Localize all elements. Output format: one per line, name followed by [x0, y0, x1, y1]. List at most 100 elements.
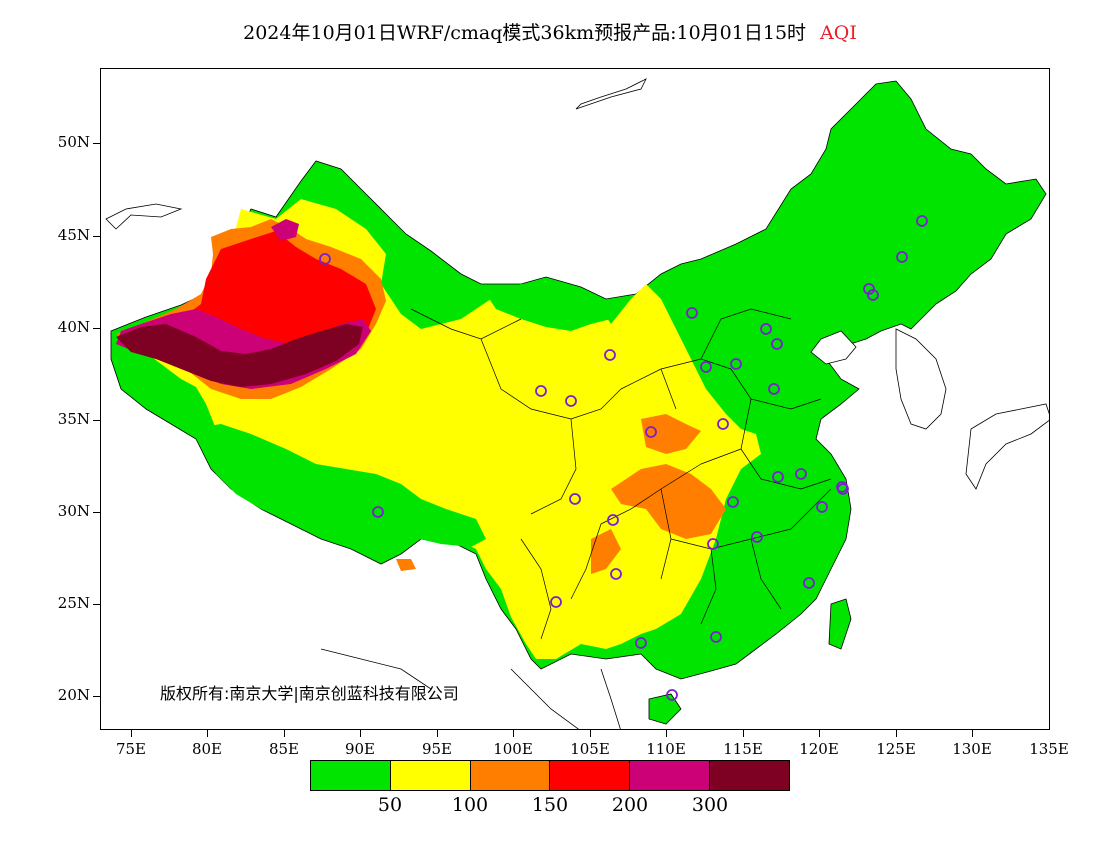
lon-tick [131, 730, 132, 737]
station-marker [803, 577, 815, 589]
station-marker [760, 323, 772, 335]
station-marker [604, 349, 616, 361]
aqi-hazardous-region [116, 324, 363, 387]
station-marker [795, 468, 807, 480]
lon-tick [972, 730, 973, 737]
lon-label-130e: 130E [952, 740, 992, 758]
lon-tick [513, 730, 514, 737]
lon-label-110e: 110E [646, 740, 686, 758]
station-marker [535, 385, 547, 397]
lon-tick [743, 730, 744, 737]
lon-tick [207, 730, 208, 737]
station-markers [319, 215, 928, 701]
lon-label-90e: 90E [344, 740, 376, 758]
station-marker [610, 568, 622, 580]
lon-label-125e: 125E [876, 740, 916, 758]
map-title: 2024年10月01日WRF/cmaq模式36km预报产品:10月01日15时 A… [0, 18, 1100, 45]
aqi-map[interactable] [100, 68, 1050, 730]
station-marker [319, 253, 331, 265]
lon-tick [590, 730, 591, 737]
lat-tick [93, 328, 100, 329]
lat-label-30n: 30N [57, 502, 90, 520]
lon-tick [666, 730, 667, 737]
bohai-coast [810, 330, 857, 365]
lon-label-95e: 95E [421, 740, 453, 758]
station-marker [837, 483, 849, 495]
station-marker [916, 215, 928, 227]
lon-tick [437, 730, 438, 737]
station-marker [550, 596, 562, 608]
lat-tick [93, 236, 100, 237]
mongolia-lake [575, 78, 647, 110]
lon-tick [360, 730, 361, 737]
station-marker [686, 307, 698, 319]
province-borders [410, 308, 832, 640]
title-text: 2024年10月01日WRF/cmaq模式36km预报产品:10月01日15时 [243, 22, 807, 44]
station-marker [700, 361, 712, 373]
station-marker [867, 289, 879, 301]
aqi-good-north [486, 281, 611, 331]
legend-swatch-unhealthy-sensitive [470, 761, 551, 790]
aqi-color-legend [310, 760, 790, 791]
lon-label-80e: 80E [191, 740, 223, 758]
station-marker [569, 493, 581, 505]
lon-label-85e: 85E [268, 740, 300, 758]
station-marker [710, 631, 722, 643]
lon-label-135e: 135E [1029, 740, 1069, 758]
legend-swatch-moderate [390, 761, 471, 790]
legend-swatch-good [311, 761, 391, 790]
station-marker [768, 383, 780, 395]
lon-label-100e: 100E [493, 740, 533, 758]
lat-tick [93, 143, 100, 144]
title-variable: AQI [820, 22, 857, 44]
aqi-usg-central [641, 414, 701, 454]
station-marker [666, 689, 678, 701]
balkhash-lake [105, 203, 183, 230]
aqi-usg-tibet-small [396, 559, 416, 571]
lon-tick [284, 730, 285, 737]
aqi-very-unhealthy-small [271, 219, 299, 241]
lon-label-120e: 120E [799, 740, 839, 758]
lon-label-115e: 115E [723, 740, 763, 758]
lat-label-40n: 40N [57, 318, 90, 336]
aqi-usg-sichuan-2 [591, 529, 621, 574]
station-marker [727, 496, 739, 508]
station-marker [607, 514, 619, 526]
lon-tick [896, 730, 897, 737]
lat-label-50n: 50N [57, 133, 90, 151]
legend-label-150: 150 [531, 794, 569, 816]
lon-label-75e: 75E [115, 740, 147, 758]
legend-swatch-very-unhealthy [630, 761, 711, 790]
korea-outline [895, 328, 947, 430]
lat-label-20n: 20N [57, 686, 90, 704]
lat-tick [93, 604, 100, 605]
legend-label-200: 200 [611, 794, 649, 816]
se-asia-lines [320, 648, 621, 729]
station-marker [730, 358, 742, 370]
station-marker [645, 426, 657, 438]
lon-label-105e: 105E [570, 740, 610, 758]
legend-label-100: 100 [451, 794, 489, 816]
station-marker [751, 531, 763, 543]
legend-label-50: 50 [377, 794, 403, 816]
lat-label-35n: 35N [57, 410, 90, 428]
station-marker [771, 338, 783, 350]
station-marker [896, 251, 908, 263]
station-marker [635, 637, 647, 649]
station-marker [816, 501, 828, 513]
lon-tick [819, 730, 820, 737]
japan-outline [965, 403, 1049, 490]
legend-swatch-hazardous [710, 761, 789, 790]
station-marker [372, 506, 384, 518]
copyright-notice: 版权所有:南京大学|南京创蓝科技有限公司 [160, 684, 459, 703]
aqi-good-tibet [191, 424, 486, 554]
station-marker [707, 538, 719, 550]
legend-swatch-unhealthy [550, 761, 631, 790]
station-marker [717, 418, 729, 430]
station-marker [772, 471, 784, 483]
lat-label-25n: 25N [57, 594, 90, 612]
lat-tick [93, 512, 100, 513]
taiwan-island [828, 598, 852, 650]
aqi-usg-sichuan [611, 464, 726, 539]
lat-tick [93, 420, 100, 421]
